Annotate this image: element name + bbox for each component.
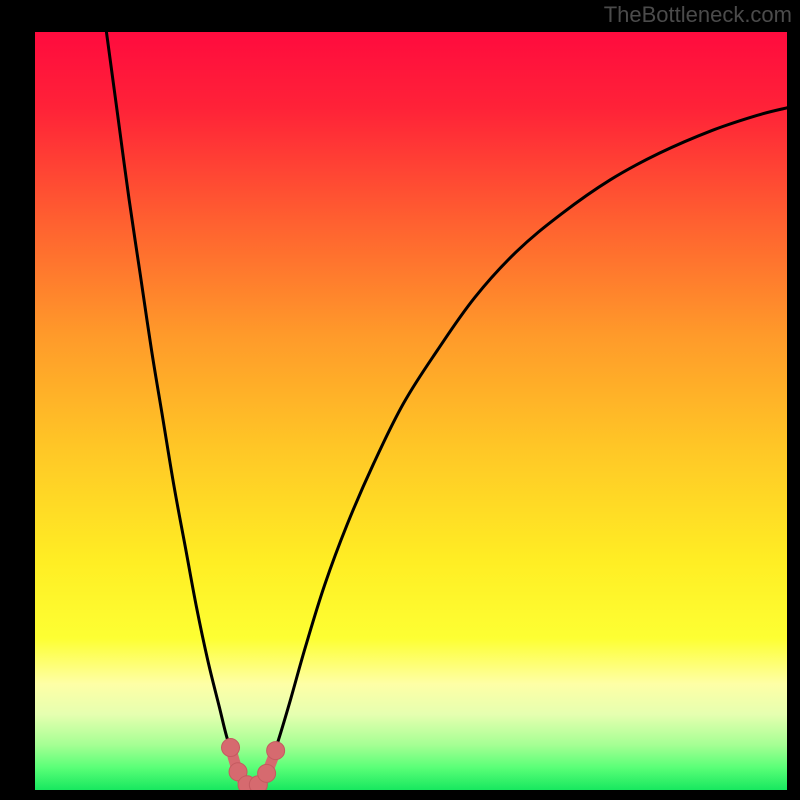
marker-point-5 (267, 742, 285, 760)
marker-group (222, 739, 285, 790)
marker-point-4 (258, 764, 276, 782)
bottleneck-curve (106, 32, 787, 789)
figure-container: TheBottleneck.com (0, 0, 800, 800)
plot-area (35, 32, 787, 790)
watermark-text: TheBottleneck.com (604, 2, 792, 28)
plot-svg (35, 32, 787, 790)
marker-point-0 (222, 739, 240, 757)
